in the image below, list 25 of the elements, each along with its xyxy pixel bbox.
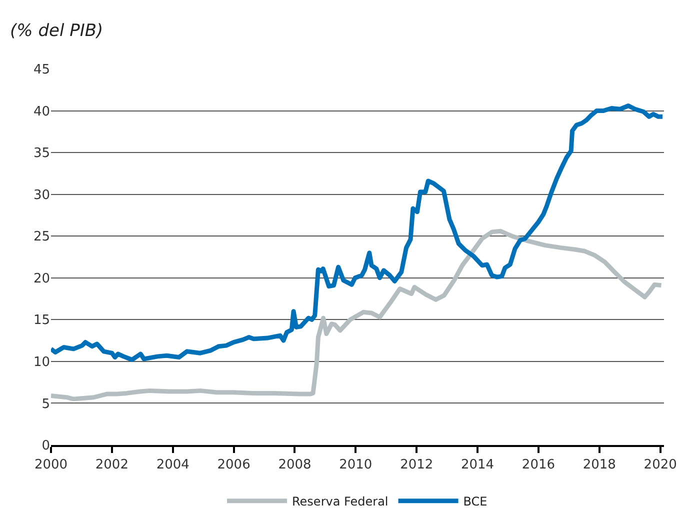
y-tick-label: 40 [33,104,50,120]
x-tick-label: 2020 [644,457,677,472]
legend-label: Reserva Federal [292,494,388,509]
x-tick-label: 2008 [278,457,312,472]
x-tick-label: 2012 [400,457,434,472]
x-tick-label: 2018 [582,457,616,472]
y-tick-label: 0 [42,438,50,454]
x-tick-label: 2014 [460,457,494,472]
x-tick-label: 2006 [217,457,250,472]
x-tick-label: 2004 [156,457,190,472]
y-tick-label: 30 [33,188,50,203]
y-tick-label: 25 [33,230,50,245]
x-tick-label: 2000 [34,457,68,472]
y-tick-label: 45 [33,62,50,78]
line-series [51,104,664,362]
y-tick-label: 15 [33,313,50,328]
chart-subtitle: (% del PIB) [10,21,104,41]
legend-label: BCE [463,494,488,509]
x-tick-label: 2010 [339,457,372,472]
x-tick-label: 2002 [95,457,128,472]
y-tick-label: 10 [33,354,50,370]
y-tick-label: 20 [33,271,50,286]
y-tick-label: 5 [42,396,50,412]
y-tick-label: 35 [33,146,50,162]
x-tick-label: 2016 [522,457,556,472]
